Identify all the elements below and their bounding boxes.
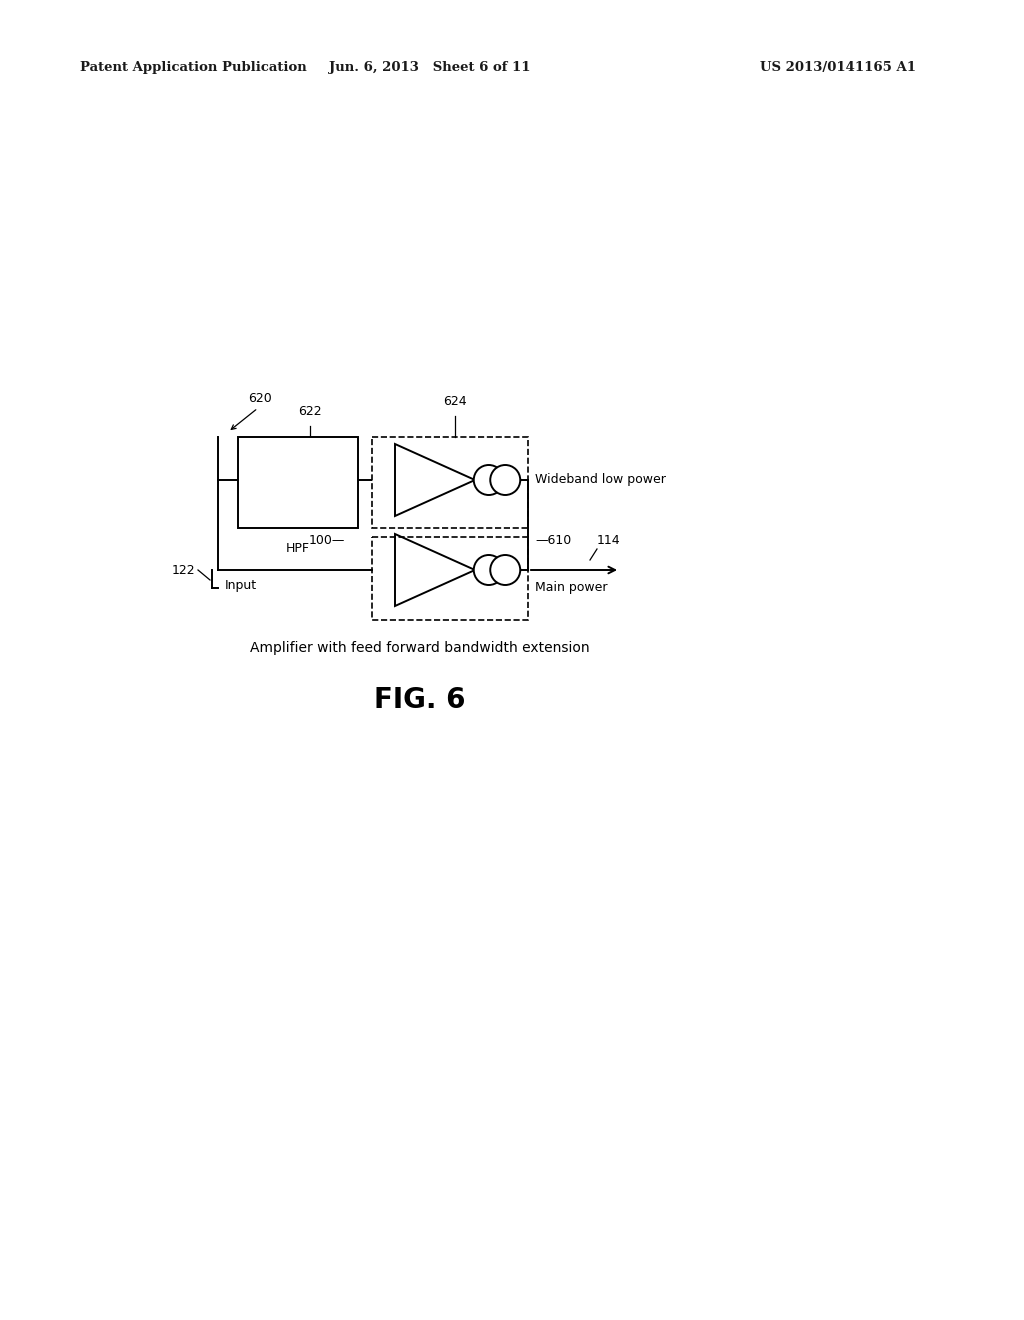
Text: Jun. 6, 2013   Sheet 6 of 11: Jun. 6, 2013 Sheet 6 of 11 xyxy=(330,62,530,74)
Text: 624: 624 xyxy=(443,395,467,408)
Circle shape xyxy=(474,465,504,495)
Text: HPF: HPF xyxy=(286,543,310,554)
Bar xyxy=(372,537,528,620)
Circle shape xyxy=(490,554,520,585)
Text: Amplifier with feed forward bandwidth extension: Amplifier with feed forward bandwidth ex… xyxy=(250,642,590,655)
Text: 122: 122 xyxy=(171,564,195,577)
Text: —610: —610 xyxy=(535,533,571,546)
Bar xyxy=(372,437,528,528)
Text: 620: 620 xyxy=(248,392,271,404)
Text: US 2013/0141165 A1: US 2013/0141165 A1 xyxy=(760,62,916,74)
Circle shape xyxy=(490,465,520,495)
Text: 622: 622 xyxy=(298,405,322,418)
Text: FIG. 6: FIG. 6 xyxy=(374,686,466,714)
Text: Main power: Main power xyxy=(535,582,607,594)
Text: Input: Input xyxy=(225,578,257,591)
Text: Patent Application Publication: Patent Application Publication xyxy=(80,62,307,74)
Bar xyxy=(238,437,358,528)
Text: 114: 114 xyxy=(597,535,621,546)
Text: Wideband low power: Wideband low power xyxy=(535,474,666,487)
Text: 100—: 100— xyxy=(308,533,345,546)
Circle shape xyxy=(474,554,504,585)
